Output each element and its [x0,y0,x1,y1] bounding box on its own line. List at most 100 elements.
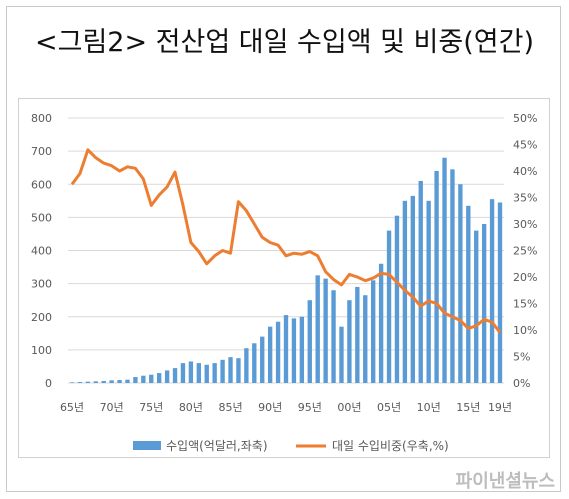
right-tick-label: 45% [513,139,537,152]
bar [378,263,384,383]
right-tick-label: 30% [513,218,537,231]
bar [481,224,487,383]
bar [307,300,312,383]
x-axis-ticks: 65년 70년 75년 80년 85년 90년 95년 00년 05년 10년 15년 19년 [60,401,512,414]
bar [474,230,479,383]
bar [172,368,178,383]
bar [196,363,201,383]
left-tick-label: 100 [31,344,52,357]
bar [204,364,209,383]
bar [236,358,241,383]
bar [117,380,122,383]
right-tick-label: 20% [513,271,537,284]
bar [339,326,344,383]
bar [149,374,154,383]
legend-swatch-bar [133,441,161,450]
bar [299,316,305,383]
bar [331,290,336,383]
bar [244,348,249,383]
x-tick-label: 75년 [139,401,163,414]
chart-title: <그림2> 전산업 대일 수입액 및 비중(연간) [34,27,534,58]
bar [180,363,186,383]
bar [164,370,170,383]
bar [275,321,281,383]
bar [260,336,265,383]
bar [347,300,352,383]
right-tick-label: 5% [513,351,530,364]
bar [291,318,297,383]
left-tick-label: 400 [31,245,52,258]
bar [426,200,431,383]
line-series [70,148,502,334]
bar [69,382,75,383]
bar [371,280,376,383]
bar [363,295,368,383]
x-tick-label: 10년 [417,401,441,414]
x-tick-label: 05년 [377,401,401,414]
gridlines [68,117,504,384]
bar [109,380,114,383]
bar [450,169,455,383]
right-tick-label: 35% [513,192,537,205]
right-tick-label: 25% [513,245,537,258]
bar [410,195,415,383]
bar [267,326,273,383]
left-axis-ticks: 0 100 200 300 400 500 600 700 800 [31,112,52,390]
x-tick-label: 90년 [258,401,282,414]
x-tick-label: 80년 [179,401,203,414]
bar [93,381,98,383]
bar [355,286,360,383]
bar [141,375,146,383]
bar [188,361,194,383]
right-tick-label: 10% [513,324,537,337]
figure-frame [6,6,561,492]
bar [466,205,471,383]
bar [125,379,130,383]
x-tick-label: 85년 [218,401,242,414]
bar [77,382,83,383]
bar [434,171,439,383]
bar [283,315,289,383]
bar [442,157,447,383]
share-line [70,148,502,334]
x-tick-label: 15년 [456,401,480,414]
left-tick-label: 0 [45,377,52,390]
bar [394,215,400,383]
right-tick-label: 50% [513,112,537,125]
left-tick-label: 800 [31,112,52,125]
x-tick-label: 95년 [298,401,322,414]
x-tick-label: 19년 [488,401,512,414]
bar [85,381,91,383]
legend-label-line: 대일 수입비중(우축,%) [332,439,449,453]
bar [228,357,233,383]
right-tick-label: 15% [513,298,537,311]
bar [489,199,495,383]
watermark: 파이낸셜뉴스 [455,471,555,492]
bar [323,278,328,383]
legend: 수입액(억달러,좌축) 대일 수입비중(우축,%) [133,439,449,453]
left-tick-label: 500 [31,211,52,224]
x-tick-label: 65년 [60,401,84,414]
bar [133,377,138,383]
bar [418,180,423,383]
bar [101,381,106,383]
x-tick-label: 70년 [100,401,124,414]
right-axis-ticks: 0% 5% 10% 15% 20% 25% 30% 35% 40% 45% 50% [513,112,537,390]
left-tick-label: 200 [31,311,52,324]
right-tick-label: 40% [513,165,537,178]
left-tick-label: 300 [31,278,52,291]
left-tick-label: 600 [31,178,52,191]
x-tick-label: 00년 [337,401,361,414]
bar [252,343,257,383]
bar [458,184,463,383]
bar [497,202,503,383]
bar [212,363,217,383]
bar-series [69,157,503,383]
bar [386,230,392,383]
plot-area-border [18,98,550,458]
bar [157,373,162,383]
left-tick-label: 700 [31,145,52,158]
bar [220,359,225,383]
legend-label-bar: 수입액(억달러,좌축) [166,439,268,453]
